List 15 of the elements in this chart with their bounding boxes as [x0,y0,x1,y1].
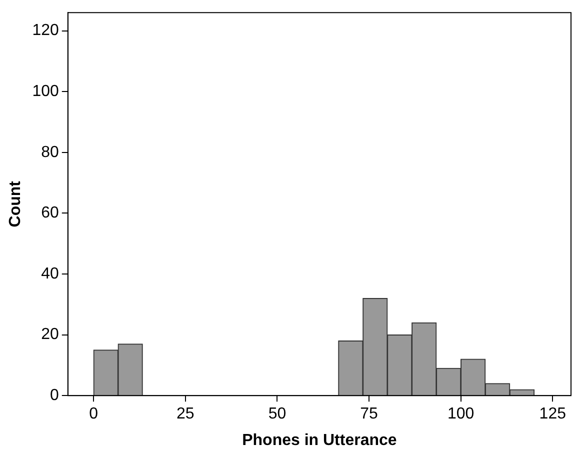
x-tick-label: 25 [176,406,194,423]
y-tick-label: 0 [50,387,59,404]
y-axis-title: Count [7,180,24,228]
y-tick-label: 60 [41,204,59,222]
y-tick-label: 80 [41,144,59,161]
x-tick-label: 125 [539,406,566,423]
x-axis-title: Phones in Utterance [242,432,397,449]
y-tick-label: 20 [41,326,59,344]
y-tick-label: 100 [32,83,59,100]
x-tick-label: 75 [360,406,378,423]
y-tick-label: 120 [32,22,59,40]
x-tick-label: 50 [268,406,286,423]
x-tick-label: 100 [447,406,474,423]
y-tick-label: 40 [41,265,59,282]
x-tick-label: 0 [89,406,98,423]
